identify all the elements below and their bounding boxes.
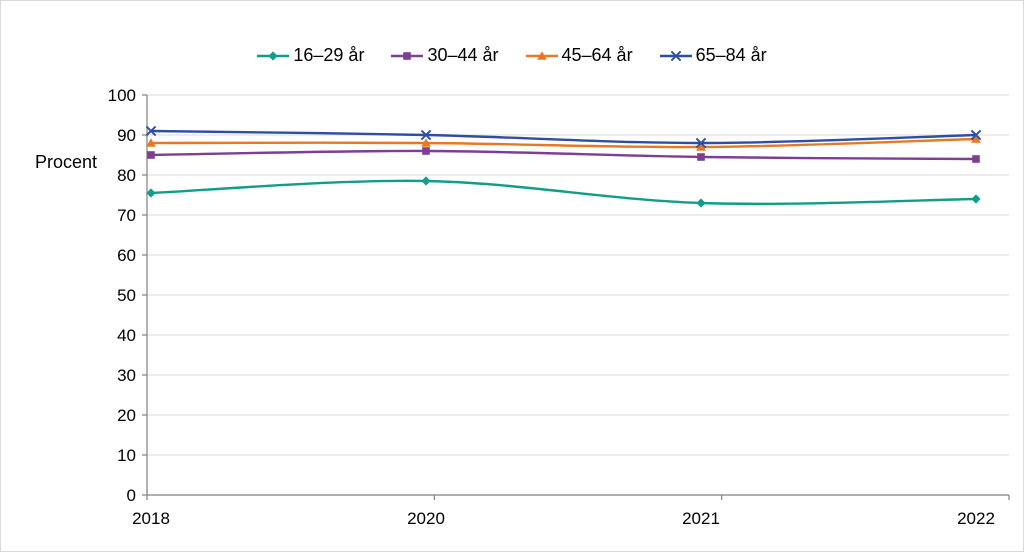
- y-tick-label: 70: [117, 206, 136, 225]
- data-point-marker: [695, 137, 707, 149]
- legend-item: 65–84 år: [659, 45, 767, 66]
- chart-legend: 16–29 år 30–44 år 45–64 år 65–84 år: [1, 45, 1023, 66]
- series-line: [149, 137, 978, 149]
- x-tick-label: 2021: [682, 509, 720, 528]
- data-point-marker: [972, 155, 980, 163]
- data-point-marker: [421, 176, 431, 186]
- diamond-legend-marker-icon: [257, 50, 290, 61]
- legend-item: 30–44 år: [391, 45, 499, 66]
- series-line: [149, 149, 978, 161]
- data-point-marker: [147, 151, 155, 159]
- data-point-marker: [146, 138, 156, 147]
- y-tick-label: 80: [117, 166, 136, 185]
- x-tick-label: 2020: [407, 509, 445, 528]
- legend-marker-shape: [403, 51, 412, 60]
- data-point-marker: [970, 129, 982, 141]
- data-point-marker: [420, 129, 432, 141]
- legend-item-label: 65–84 år: [695, 45, 767, 65]
- data-point-marker: [696, 198, 706, 208]
- y-axis-title: Procent: [35, 152, 98, 172]
- y-tick-label: 50: [117, 286, 136, 305]
- data-point-marker: [421, 138, 431, 147]
- y-tick-label: 10: [117, 446, 136, 465]
- series-line: [149, 179, 978, 205]
- x-tick-label: 2018: [132, 509, 170, 528]
- legend-item-label: 45–64 år: [561, 45, 633, 65]
- y-tick-label: 40: [117, 326, 136, 345]
- data-point-marker: [697, 153, 705, 161]
- legend-marker-shape: [536, 50, 547, 60]
- data-point-marker: [422, 147, 430, 155]
- y-tick-label: 60: [117, 246, 136, 265]
- square-legend-marker-icon: [391, 51, 424, 60]
- series-line: [149, 129, 978, 145]
- x-legend-marker-icon: [659, 50, 692, 61]
- legend-marker-shape: [670, 50, 681, 61]
- x-tick-label: 2022: [957, 509, 995, 528]
- y-tick-label: 30: [117, 366, 136, 385]
- y-tick-label: 20: [117, 406, 136, 425]
- legend-item: 45–64 år: [525, 45, 633, 66]
- data-point-marker: [145, 125, 157, 137]
- data-point-marker: [971, 194, 981, 204]
- y-tick-label: 100: [108, 86, 136, 105]
- triangle-legend-marker-icon: [525, 50, 558, 60]
- y-tick-label: 0: [127, 486, 136, 505]
- legend-item: 16–29 år: [257, 45, 364, 66]
- legend-item-label: 16–29 år: [293, 45, 365, 65]
- legend-item-label: 30–44 år: [427, 45, 499, 65]
- legend-marker-shape: [268, 50, 278, 61]
- data-point-marker: [696, 142, 706, 151]
- data-point-marker: [971, 134, 981, 143]
- y-tick-label: 90: [117, 126, 136, 145]
- data-point-marker: [146, 188, 156, 198]
